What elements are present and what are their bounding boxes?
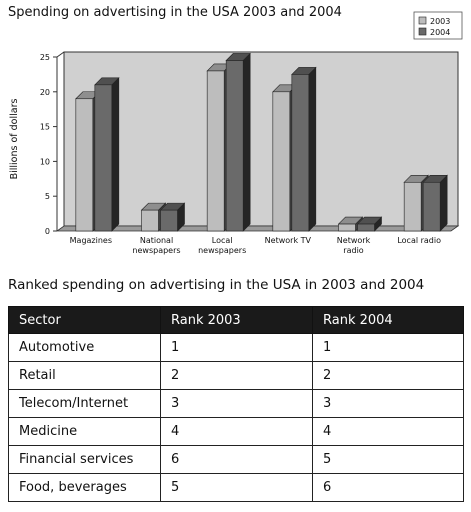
bar	[141, 209, 159, 232]
legend-label: 2003	[430, 17, 450, 26]
plot-floor	[55, 225, 460, 232]
table-row: Telecom/Internet 3 3	[8, 389, 464, 418]
y-tick-label: 20	[40, 88, 50, 97]
sector-cell: Telecom/Internet	[8, 389, 161, 418]
y-tick-label: 15	[40, 123, 50, 132]
bar	[272, 91, 291, 232]
rank-2003-cell: 5	[160, 473, 313, 502]
legend-swatch	[418, 27, 427, 36]
rank-2004-cell: 4	[312, 417, 464, 446]
bar	[357, 223, 375, 232]
y-tick-label: 5	[45, 192, 50, 201]
sector-cell: Retail	[8, 361, 161, 390]
x-tick-label: newspapers	[198, 246, 246, 255]
x-tick-label: Network TV	[265, 236, 312, 245]
bar-side	[439, 174, 448, 232]
table-header-row: Sector Rank 2003 Rank 2004	[8, 306, 464, 334]
table-row: Food, beverages 5 6	[8, 473, 464, 502]
y-tick-label: 0	[45, 227, 50, 236]
x-tick-label: Network	[337, 236, 371, 245]
header-rank-2004: Rank 2004	[312, 306, 464, 334]
sector-cell: Financial services	[8, 445, 161, 474]
bar	[206, 70, 225, 232]
rank-2004-cell: 5	[312, 445, 464, 474]
table-row: Financial services 6 5	[8, 445, 464, 474]
rank-table: Sector Rank 2003 Rank 2004 Automotive 1 …	[8, 306, 464, 502]
plot-area	[63, 51, 459, 227]
y-axis-label: Billions of dollars	[9, 99, 20, 180]
x-tick-label: Local	[212, 236, 233, 245]
x-tick-label: National	[140, 236, 173, 245]
x-tick-label: radio	[343, 246, 363, 255]
table-row: Automotive 1 1	[8, 333, 464, 362]
bar	[403, 181, 422, 232]
table-row: Medicine 4 4	[8, 417, 464, 446]
y-axis-top-edge	[56, 51, 65, 58]
bar-side	[242, 52, 251, 232]
bar	[225, 60, 244, 232]
rank-2004-cell: 1	[312, 333, 464, 362]
y-tick-label: 25	[40, 53, 50, 62]
bar	[291, 74, 310, 232]
header-sector: Sector	[8, 306, 161, 334]
rank-2003-cell: 4	[160, 417, 313, 446]
bar	[160, 209, 178, 232]
sector-cell: Medicine	[8, 417, 161, 446]
x-tick-label: Magazines	[70, 236, 112, 245]
y-tick-label: 10	[40, 157, 50, 166]
bar-side	[111, 77, 120, 232]
rank-2003-cell: 2	[160, 361, 313, 390]
rank-2004-cell: 6	[312, 473, 464, 502]
sector-cell: Food, beverages	[8, 473, 161, 502]
x-tick-label: newspapers	[132, 246, 180, 255]
rank-2004-cell: 3	[312, 389, 464, 418]
x-tick-label: Local radio	[397, 236, 441, 245]
bar-side	[308, 66, 317, 232]
table-row: Retail 2 2	[8, 361, 464, 390]
bar	[422, 181, 441, 232]
table-title: Ranked spending on advertising in the US…	[8, 277, 425, 293]
bar	[94, 84, 113, 232]
bar-chart: 0 5 10 15 20 25 Billions of dollars Magazines Na…	[9, 11, 463, 255]
bar	[75, 98, 94, 232]
header-rank-2003: Rank 2003	[160, 306, 313, 334]
chart-title: Spending on advertising in the USA 2003 …	[8, 5, 342, 20]
legend-swatch	[418, 16, 427, 25]
bar	[338, 223, 356, 232]
rank-2003-cell: 3	[160, 389, 313, 418]
sector-cell: Automotive	[8, 333, 161, 362]
rank-2003-cell: 1	[160, 333, 313, 362]
rank-2004-cell: 2	[312, 361, 464, 390]
legend-label: 2004	[430, 28, 450, 37]
rank-2003-cell: 6	[160, 445, 313, 474]
